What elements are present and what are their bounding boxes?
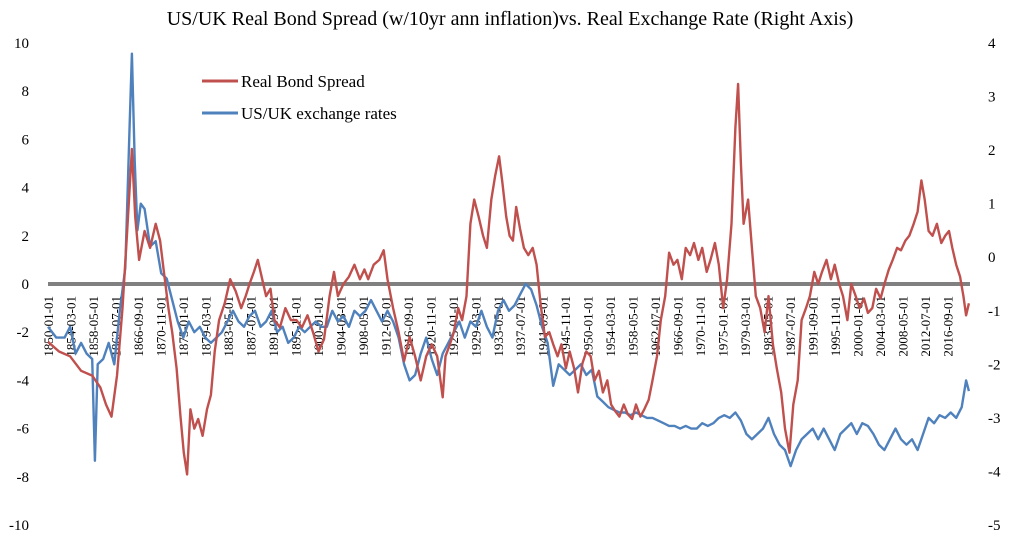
left-tick-label: 10 [14,36,29,52]
x-tick-label: 1850-01-01 [41,296,56,357]
right-tick-label: 3 [988,90,996,106]
left-tick-label: -4 [17,373,30,389]
x-tick-label: 1866-09-01 [131,296,146,357]
left-tick-label: -10 [9,518,29,534]
x-tick-label: 2012-07-01 [918,296,933,357]
right-tick-label: -1 [988,304,1001,320]
right-tick-label: -3 [988,411,1001,427]
x-tick-label: 1995-11-01 [828,296,843,356]
x-tick-label: 1858-05-01 [86,296,101,357]
right-tick-label: 1 [988,197,996,213]
legend: Real Bond Spread US/UK exchange rates [202,72,397,123]
left-tick-label: 4 [22,181,30,197]
x-tick-label: 1975-01-01 [716,296,731,357]
x-tick-label: 1954-03-01 [603,296,618,357]
x-tick-label: 1979-03-01 [738,296,753,357]
right-tick-label: 0 [988,250,996,266]
series-layer [47,52,971,476]
x-tick-label: 2008-05-01 [896,296,911,357]
x-axis-ticks: 1850-01-01 1854-03-01 1858-05-01 1862-07-01… [41,296,956,357]
x-tick-label: 1958-05-01 [626,296,641,357]
x-tick-label: 1908-05-01 [356,296,371,357]
x-tick-label: 1904-03-01 [333,296,348,357]
x-tick-label: 1933-05-01 [491,296,506,357]
x-tick-label: 2004-03-01 [873,296,888,357]
x-tick-label: 1950-01-01 [581,296,596,357]
x-tick-label: 1895-11-01 [288,296,303,356]
chart-title: US/UK Real Bond Spread (w/10yr ann infla… [167,8,854,30]
right-tick-label: 2 [988,143,996,159]
left-tick-label: 6 [22,132,30,148]
x-tick-label: 1937-07-01 [513,296,528,357]
x-tick-label: 1945-11-01 [558,296,573,356]
legend-label-exchange-rates: US/UK exchange rates [241,104,397,123]
x-tick-label: 1991-09-01 [806,296,821,357]
x-tick-label: 1875-01-01 [176,296,191,357]
x-tick-label: 2000-01-01 [851,296,866,357]
left-tick-label: -6 [17,422,30,438]
x-tick-label: 1987-07-01 [783,296,798,357]
x-tick-label: 2016-09-01 [941,296,956,357]
right-tick-label: -4 [988,464,1001,480]
x-tick-label: 1912-07-01 [378,296,393,357]
left-tick-label: -2 [17,325,30,341]
x-tick-label: 1870-11-01 [153,296,168,356]
left-tick-label: 2 [22,229,30,245]
right-tick-label: -5 [988,518,1001,534]
x-tick-label: 1891-09-01 [266,296,281,357]
legend-label-real-bond-spread: Real Bond Spread [241,72,365,91]
left-tick-label: -8 [17,470,30,486]
left-axis-ticks: -10 -8 -6 -4 -2 0 2 4 6 8 10 [9,36,30,534]
right-axis-ticks: -5 -4 -3 -2 -1 0 1 2 3 4 [988,36,1001,534]
right-tick-label: 4 [988,36,996,52]
series-line-us-uk-exchange-rates [47,52,971,468]
left-tick-label: 8 [22,84,30,100]
x-tick-label: 1970-11-01 [693,296,708,356]
right-tick-label: -2 [988,357,1001,373]
series-line-real-bond-spread [47,82,971,476]
left-tick-label: 0 [22,277,30,293]
x-tick-label: 1966-09-01 [671,296,686,357]
x-tick-label: 1887-07-01 [243,296,258,357]
